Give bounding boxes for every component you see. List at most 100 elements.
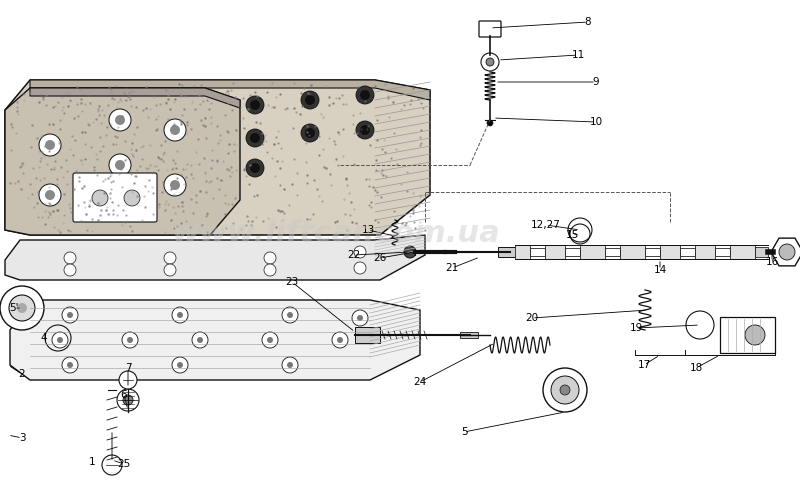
Circle shape	[9, 295, 35, 321]
Circle shape	[123, 395, 133, 405]
Circle shape	[164, 119, 186, 141]
Circle shape	[115, 160, 125, 170]
Circle shape	[332, 332, 348, 348]
Circle shape	[57, 337, 63, 343]
Circle shape	[250, 100, 260, 110]
Circle shape	[109, 154, 131, 176]
Circle shape	[102, 455, 122, 475]
Polygon shape	[10, 300, 420, 380]
Circle shape	[305, 128, 315, 138]
Circle shape	[81, 181, 99, 199]
Circle shape	[164, 264, 176, 276]
Circle shape	[172, 357, 188, 373]
Text: 21: 21	[446, 263, 458, 273]
Circle shape	[52, 332, 68, 348]
Circle shape	[305, 95, 315, 105]
Circle shape	[122, 332, 138, 348]
Circle shape	[172, 307, 188, 323]
Circle shape	[115, 205, 125, 215]
Text: 25: 25	[118, 459, 130, 469]
Circle shape	[560, 385, 570, 395]
Circle shape	[170, 180, 180, 190]
Bar	[720, 317, 775, 353]
Circle shape	[45, 190, 55, 200]
Text: 3: 3	[18, 433, 26, 443]
Circle shape	[246, 96, 264, 114]
Circle shape	[264, 264, 276, 276]
Circle shape	[136, 139, 154, 157]
Polygon shape	[5, 80, 430, 235]
Circle shape	[360, 125, 370, 135]
Text: 7: 7	[125, 363, 131, 373]
Circle shape	[62, 307, 78, 323]
Text: 19: 19	[630, 323, 642, 333]
Circle shape	[124, 190, 140, 206]
Circle shape	[64, 264, 76, 276]
Circle shape	[267, 337, 273, 343]
Text: 9: 9	[593, 77, 599, 87]
Bar	[515, 245, 530, 259]
Bar	[565, 248, 580, 256]
Text: 16: 16	[766, 257, 778, 267]
Circle shape	[39, 184, 61, 206]
Polygon shape	[5, 235, 425, 280]
Text: 13: 13	[362, 225, 374, 235]
Circle shape	[85, 155, 95, 165]
Bar	[460, 332, 478, 338]
Text: 15: 15	[566, 230, 578, 240]
Circle shape	[164, 174, 186, 196]
Circle shape	[109, 109, 131, 131]
Circle shape	[140, 172, 150, 182]
Circle shape	[140, 143, 150, 153]
Polygon shape	[30, 80, 430, 100]
Circle shape	[195, 138, 205, 148]
Bar	[730, 245, 755, 259]
Bar	[755, 247, 768, 257]
Bar	[530, 248, 545, 256]
Circle shape	[67, 312, 73, 318]
Circle shape	[119, 371, 137, 389]
Text: www.liftcar.com.ua: www.liftcar.com.ua	[172, 219, 500, 248]
Circle shape	[92, 190, 108, 206]
Circle shape	[109, 199, 131, 221]
Circle shape	[85, 185, 95, 195]
Text: 10: 10	[590, 117, 602, 127]
Circle shape	[191, 163, 209, 181]
Circle shape	[45, 140, 55, 150]
Polygon shape	[5, 88, 240, 235]
Circle shape	[177, 362, 183, 368]
Circle shape	[543, 368, 587, 412]
Text: 24: 24	[414, 377, 426, 387]
Circle shape	[136, 106, 154, 124]
Circle shape	[117, 389, 139, 411]
Circle shape	[17, 303, 27, 313]
Circle shape	[301, 91, 319, 109]
Circle shape	[301, 124, 319, 142]
Bar	[498, 247, 516, 257]
Text: 18: 18	[690, 363, 702, 373]
Circle shape	[64, 252, 76, 264]
Circle shape	[282, 307, 298, 323]
Circle shape	[136, 168, 154, 186]
Circle shape	[192, 332, 208, 348]
Text: 4: 4	[41, 333, 47, 343]
Bar	[620, 245, 645, 259]
Circle shape	[246, 159, 264, 177]
Circle shape	[191, 101, 209, 119]
Circle shape	[262, 332, 278, 348]
Bar	[605, 248, 620, 256]
Circle shape	[481, 53, 499, 71]
Text: 5: 5	[461, 427, 467, 437]
Circle shape	[195, 105, 205, 115]
Circle shape	[354, 246, 366, 258]
Circle shape	[81, 121, 99, 139]
Text: 20: 20	[526, 313, 538, 323]
Circle shape	[250, 133, 260, 143]
Circle shape	[779, 244, 795, 260]
Circle shape	[170, 125, 180, 135]
Text: 26: 26	[374, 253, 386, 263]
Bar	[680, 248, 695, 256]
Circle shape	[197, 337, 203, 343]
Bar	[545, 245, 565, 259]
Circle shape	[282, 357, 298, 373]
